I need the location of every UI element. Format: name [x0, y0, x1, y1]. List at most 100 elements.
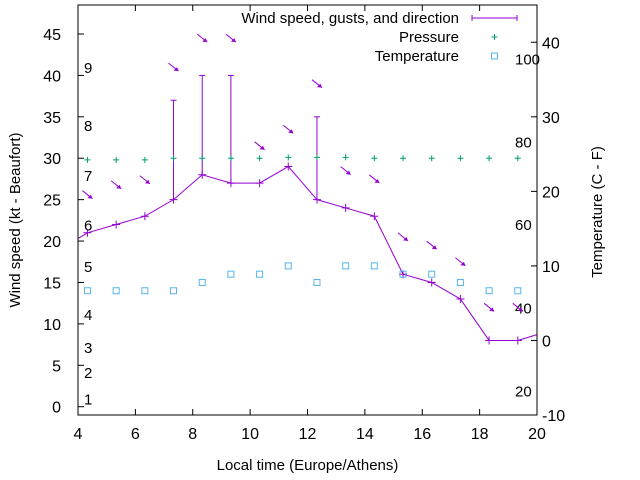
beaufort-label: 4 [84, 307, 92, 324]
arrow-head [460, 261, 466, 266]
temperature-point [456, 278, 464, 286]
legend-label-pressure: Pressure [399, 29, 459, 46]
pressure-point [342, 154, 349, 161]
beaufort-label: 1 [84, 391, 92, 408]
y2-axis-label: Temperature (C - F) [589, 146, 606, 278]
x-tick-label: 8 [188, 426, 197, 443]
pressure-point [84, 156, 91, 163]
temperature-point [170, 287, 178, 295]
pressure-point [227, 155, 234, 162]
x-tick-label: 10 [241, 426, 259, 443]
wind-direction-arrow [110, 180, 122, 190]
wind-direction-arrow [139, 175, 151, 185]
temperature-point [198, 278, 206, 286]
wind-direction-arrow [483, 302, 495, 312]
fahrenheit-label: 80 [515, 134, 532, 151]
legend: Wind speed, gusts, and direction Pressur… [241, 10, 518, 65]
beaufort-label: 8 [84, 118, 92, 135]
wind-speed-point [83, 228, 92, 237]
x-tick-label: 14 [356, 426, 374, 443]
fahrenheit-label: 60 [515, 217, 532, 234]
fahrenheit-label: 20 [515, 383, 532, 400]
wind-speed-point [485, 336, 494, 345]
y2-tick-label: -10 [542, 408, 565, 425]
temperature-point [284, 262, 292, 270]
arrow-head [517, 307, 523, 312]
x-tick-label: 16 [413, 426, 431, 443]
y-tick-label: 5 [52, 358, 61, 375]
beaufort-label: 9 [84, 60, 92, 77]
temperature-point [370, 262, 378, 270]
wind-speed-point [370, 212, 379, 221]
y-tick-label: 30 [43, 151, 61, 168]
y-tick-label: 40 [43, 68, 61, 85]
wind-direction-arrow [455, 257, 466, 267]
pressure-point [199, 155, 206, 162]
pressure-point [400, 155, 407, 162]
wind-direction-arrow [82, 190, 93, 200]
wind-speed-point [255, 179, 264, 188]
arrow-head [288, 129, 294, 134]
wind-direction-arrow [196, 33, 208, 43]
wind-direction-arrow [311, 79, 323, 89]
x-tick-label: 20 [528, 426, 546, 443]
arrow-head [316, 83, 322, 88]
beaufort-label: 6 [84, 217, 92, 234]
temperature-point [485, 287, 493, 295]
arrow-head [202, 38, 208, 43]
arrow-head [116, 184, 122, 189]
y2-tick-label: 30 [542, 110, 560, 127]
pressure-point [285, 154, 292, 161]
plot-frame [77, 4, 538, 416]
pressure-point [457, 155, 464, 162]
pressure-point [486, 155, 493, 162]
wind-speed-point [427, 278, 436, 287]
fahrenheit-label: 40 [515, 301, 532, 318]
wind-direction-arrow [254, 141, 265, 151]
wind-direction-arrow [168, 62, 179, 72]
arrow-head [431, 245, 437, 250]
wind-direction-arrow [340, 166, 351, 176]
x-tick-label: 6 [131, 426, 140, 443]
temperature-point [256, 270, 264, 278]
legend-key-pressure [491, 34, 498, 40]
wind-direction-arrow [512, 302, 524, 312]
wind-speed-point [456, 295, 465, 304]
arrow-head [144, 179, 150, 184]
arrow-head [87, 194, 93, 199]
pressure-point [514, 155, 521, 162]
wind-direction-arrow [282, 124, 294, 134]
temperature-point [399, 270, 407, 278]
plot-content: 1 2 3 4 5 6 7 8 9 20 40 60 80 100 [77, 33, 540, 408]
legend-key-wind-ends [471, 15, 518, 21]
x-tick-label: 4 [74, 426, 83, 443]
y-tick-label: 45 [43, 27, 61, 44]
y2-tick-label: 10 [542, 259, 560, 276]
beaufort-label: 3 [84, 340, 92, 357]
arrow-head [173, 67, 179, 72]
pressure-point [313, 154, 320, 161]
temperature-point [112, 287, 120, 295]
wind-speed-point [112, 220, 121, 229]
temperature-point [342, 262, 350, 270]
y-tick-label: 0 [52, 400, 61, 417]
arrow-head [259, 145, 265, 150]
wind-speed-line [77, 165, 538, 341]
temperature-point [141, 287, 149, 295]
wind-speed-point [341, 203, 350, 212]
y-tick-label: 25 [43, 193, 61, 210]
wind-direction-arrow [225, 33, 237, 43]
pressure-point [256, 155, 263, 162]
pressure-point [141, 156, 148, 163]
wind-direction-arrow [369, 174, 380, 184]
pressure-point [371, 155, 378, 162]
pressure-point [113, 156, 120, 163]
arrow-head [345, 170, 351, 175]
temperature-point [514, 287, 522, 295]
beaufort-label: 5 [84, 259, 92, 276]
y-tick-label: 10 [43, 317, 61, 334]
y-axis-label: Wind speed (kt - Beaufort) [7, 132, 24, 307]
pressure-point [170, 155, 177, 162]
temperature-point [313, 278, 321, 286]
